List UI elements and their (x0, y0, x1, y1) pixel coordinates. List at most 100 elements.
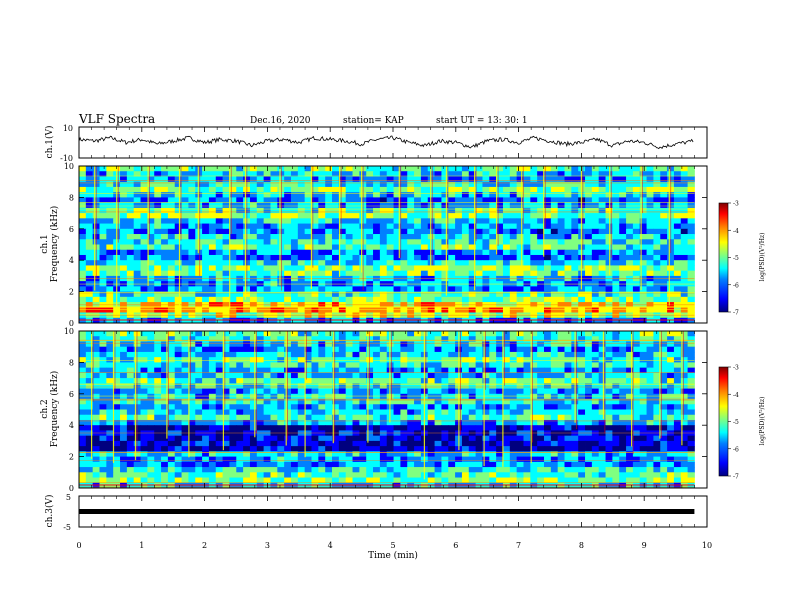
spec1-cell (263, 239, 271, 245)
spec1-cell (181, 213, 189, 219)
spec1-cell (318, 207, 326, 214)
spec2-cell (571, 451, 579, 457)
spec2-cell (133, 372, 141, 379)
spec2-cell (687, 383, 695, 389)
spec2-cell (332, 367, 340, 374)
spec1-cell (236, 202, 244, 209)
spec2-cell (427, 388, 435, 395)
spec1-cell (174, 244, 182, 251)
spec1-cell (229, 260, 237, 266)
spec1-cell (407, 270, 415, 277)
spec2-cell (591, 362, 600, 369)
spec2-cell (468, 341, 477, 348)
spec1-cell (414, 166, 422, 172)
spec2-cell (79, 393, 87, 400)
spec1-cell (626, 202, 634, 209)
spec1-cell (564, 218, 572, 224)
spec1-cell (345, 202, 353, 209)
spec2-cell (85, 336, 94, 342)
spec1-cell (489, 213, 497, 219)
spec2-cell (126, 357, 135, 363)
spec1-cell (208, 207, 217, 214)
spec1-cell (544, 223, 552, 230)
spec2-cell (304, 341, 312, 348)
spec2-cell (161, 331, 169, 337)
spec1-cell (126, 166, 135, 172)
spec1-cell (680, 244, 688, 251)
spec1-cell (208, 171, 217, 177)
spec1-cell (475, 213, 483, 219)
spec1-cell (544, 234, 552, 240)
spec1-cell (208, 265, 217, 272)
spec1-cell (332, 234, 340, 240)
spec2-cell (414, 351, 422, 358)
figure-title: VLF Spectra (78, 112, 155, 126)
spec2-cell (393, 451, 401, 457)
spec1-cell (284, 254, 292, 261)
spec2-cell (263, 346, 271, 353)
spec2-cell (99, 409, 107, 416)
spec1-cell (284, 192, 292, 198)
spec2-cell (147, 435, 155, 442)
spec2-cell (222, 419, 230, 426)
spec2-cell (557, 336, 565, 342)
spec2-cell (174, 357, 182, 363)
spec2-cell (434, 341, 442, 348)
spec1-cell (557, 186, 565, 193)
spec2-cell (167, 357, 176, 363)
spec2-cell (557, 446, 565, 452)
spec2-cell (92, 425, 100, 431)
spec1-cell (475, 270, 483, 277)
spec1-cell (667, 270, 675, 277)
spec1-cell (147, 213, 155, 219)
spec2-cell (366, 440, 374, 447)
spec1-cell (516, 228, 524, 235)
spec1-cell (359, 291, 367, 298)
spec1-cell (126, 186, 135, 193)
spec1-cell (181, 265, 189, 272)
spec2-cell (188, 409, 196, 416)
spec1-cell (489, 223, 497, 230)
spec2-cell (502, 446, 511, 452)
spec1-cell (284, 291, 292, 298)
spec1-cell (222, 181, 230, 188)
spec2-cell (489, 393, 497, 400)
spec1-cell (85, 197, 94, 204)
spec2-cell (263, 404, 271, 410)
spec1-cell (154, 223, 162, 230)
spec2-cell (290, 351, 299, 358)
spec1-cell (626, 244, 634, 251)
spec1-cell (496, 291, 504, 298)
spec1-cell (208, 202, 217, 209)
spec2-cell (660, 451, 668, 457)
spec1-cell (318, 254, 326, 261)
spec1-cell (270, 181, 278, 188)
spec2-cell (222, 446, 230, 452)
spec1-cell (174, 260, 182, 266)
spec2-cell (523, 341, 531, 348)
spec1-cell (270, 228, 278, 235)
spec1-cell (660, 254, 668, 261)
spec1-cell (585, 260, 593, 266)
spec2-cell (222, 357, 230, 363)
spec1-cell (523, 244, 531, 251)
spec1-cell (79, 307, 87, 313)
spec1-cell (243, 307, 251, 313)
spec1-cell (530, 213, 538, 219)
spec1-cell (284, 207, 292, 214)
spec2-cell (126, 372, 135, 379)
spec2-cell (427, 425, 435, 431)
spec1-cell (489, 176, 497, 183)
spec2-cell (585, 404, 593, 410)
spec2-cell (544, 331, 552, 337)
spec1-cell (373, 181, 381, 188)
spec2-cell (578, 451, 586, 457)
spec1-cell (85, 218, 94, 224)
spec1-cell (619, 186, 627, 193)
spec2-cell (222, 425, 230, 431)
spec1-cell (489, 186, 497, 193)
spec1-cell (188, 186, 196, 193)
spec1-cell (263, 181, 271, 188)
spec1-cell (550, 218, 559, 224)
spec2-cell (461, 346, 470, 353)
